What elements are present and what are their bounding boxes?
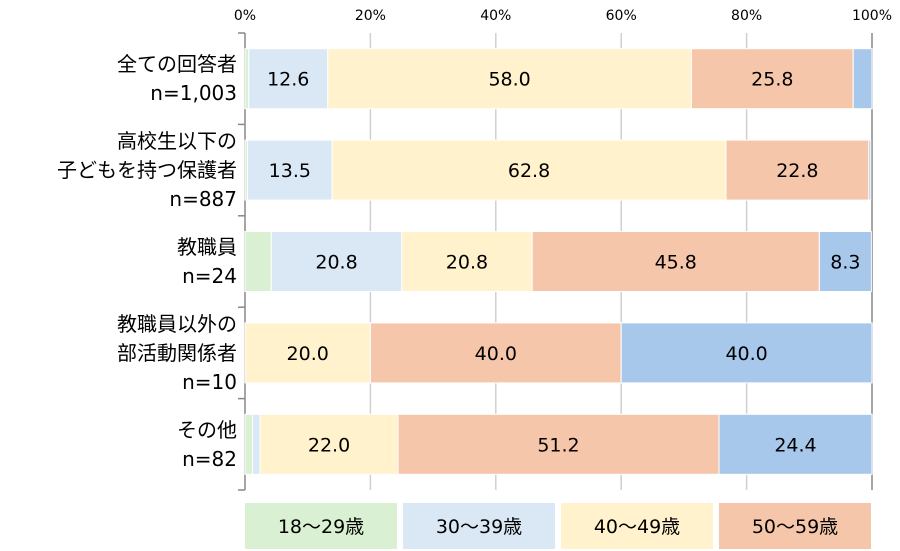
data-label: 22.0 — [308, 434, 350, 456]
data-label: 8.3 — [830, 252, 860, 274]
category-label: n=887 — [169, 187, 237, 211]
x-tick-label: 0% — [234, 8, 256, 24]
bar-segment — [620, 322, 873, 384]
category-label: n=82 — [182, 447, 237, 471]
bar-segment — [718, 413, 873, 475]
bar-segment — [244, 48, 250, 110]
x-tick-label: 100% — [852, 8, 892, 24]
bar-segment — [259, 413, 399, 475]
category-label: その他 — [177, 418, 237, 442]
category-label: n=1,003 — [150, 81, 237, 105]
data-label: 20.8 — [315, 252, 357, 274]
data-label: 20.0 — [287, 343, 329, 365]
category-label: 全ての回答者 — [117, 52, 237, 76]
data-label: 24.4 — [774, 434, 816, 456]
bar-segment — [690, 48, 854, 110]
bar-segment — [244, 322, 371, 384]
x-tick-label: 60% — [606, 8, 637, 24]
category-label: n=10 — [182, 370, 237, 394]
category-label: n=24 — [182, 264, 237, 288]
data-label: 58.0 — [488, 69, 530, 91]
x-tick-label: 20% — [355, 8, 386, 24]
data-label: 45.8 — [655, 252, 697, 274]
data-label: 40.0 — [475, 343, 517, 365]
category-label: 部活動関係者 — [117, 341, 237, 365]
legend-label: 30～39歳 — [436, 516, 522, 538]
data-label: 13.5 — [269, 160, 311, 182]
bar-segment — [247, 139, 333, 201]
bar-segment — [244, 231, 272, 292]
legend-label: 40～49歳 — [594, 516, 680, 538]
bar-segment — [868, 139, 872, 201]
category-label: 高校生以下の — [117, 129, 237, 153]
data-label: 40.0 — [725, 343, 767, 365]
legend-label: 18～29歳 — [278, 516, 364, 538]
bar-segment — [252, 413, 261, 475]
legend-swatch — [403, 503, 555, 549]
legend-label: 50～59歳 — [752, 516, 838, 538]
category-label: 教職員 — [177, 235, 237, 259]
data-label: 20.8 — [446, 252, 488, 274]
data-label: 25.8 — [751, 69, 793, 91]
category-label: 教職員以外の — [117, 312, 237, 336]
bar-segment — [248, 48, 329, 110]
bar-segment — [852, 48, 873, 110]
x-tick-label: 40% — [480, 8, 511, 24]
bar-segment — [531, 231, 820, 292]
data-label: 51.2 — [537, 434, 579, 456]
data-label: 12.6 — [267, 69, 309, 91]
bar-segment — [401, 231, 533, 292]
bar-segment — [327, 48, 692, 110]
bar-segment — [331, 139, 727, 201]
legend-swatch — [245, 503, 397, 549]
data-label: 62.8 — [508, 160, 550, 182]
bar-segment — [397, 413, 720, 475]
legend-swatch — [561, 503, 713, 549]
bar-segment — [369, 322, 622, 384]
legend-swatch — [719, 503, 871, 549]
data-label: 22.8 — [776, 160, 818, 182]
bar-segment — [270, 231, 403, 292]
bar-segment — [818, 231, 872, 292]
x-tick-label: 80% — [731, 8, 762, 24]
category-label: 子どもを持つ保護者 — [57, 158, 237, 182]
bar-segment — [244, 413, 254, 475]
